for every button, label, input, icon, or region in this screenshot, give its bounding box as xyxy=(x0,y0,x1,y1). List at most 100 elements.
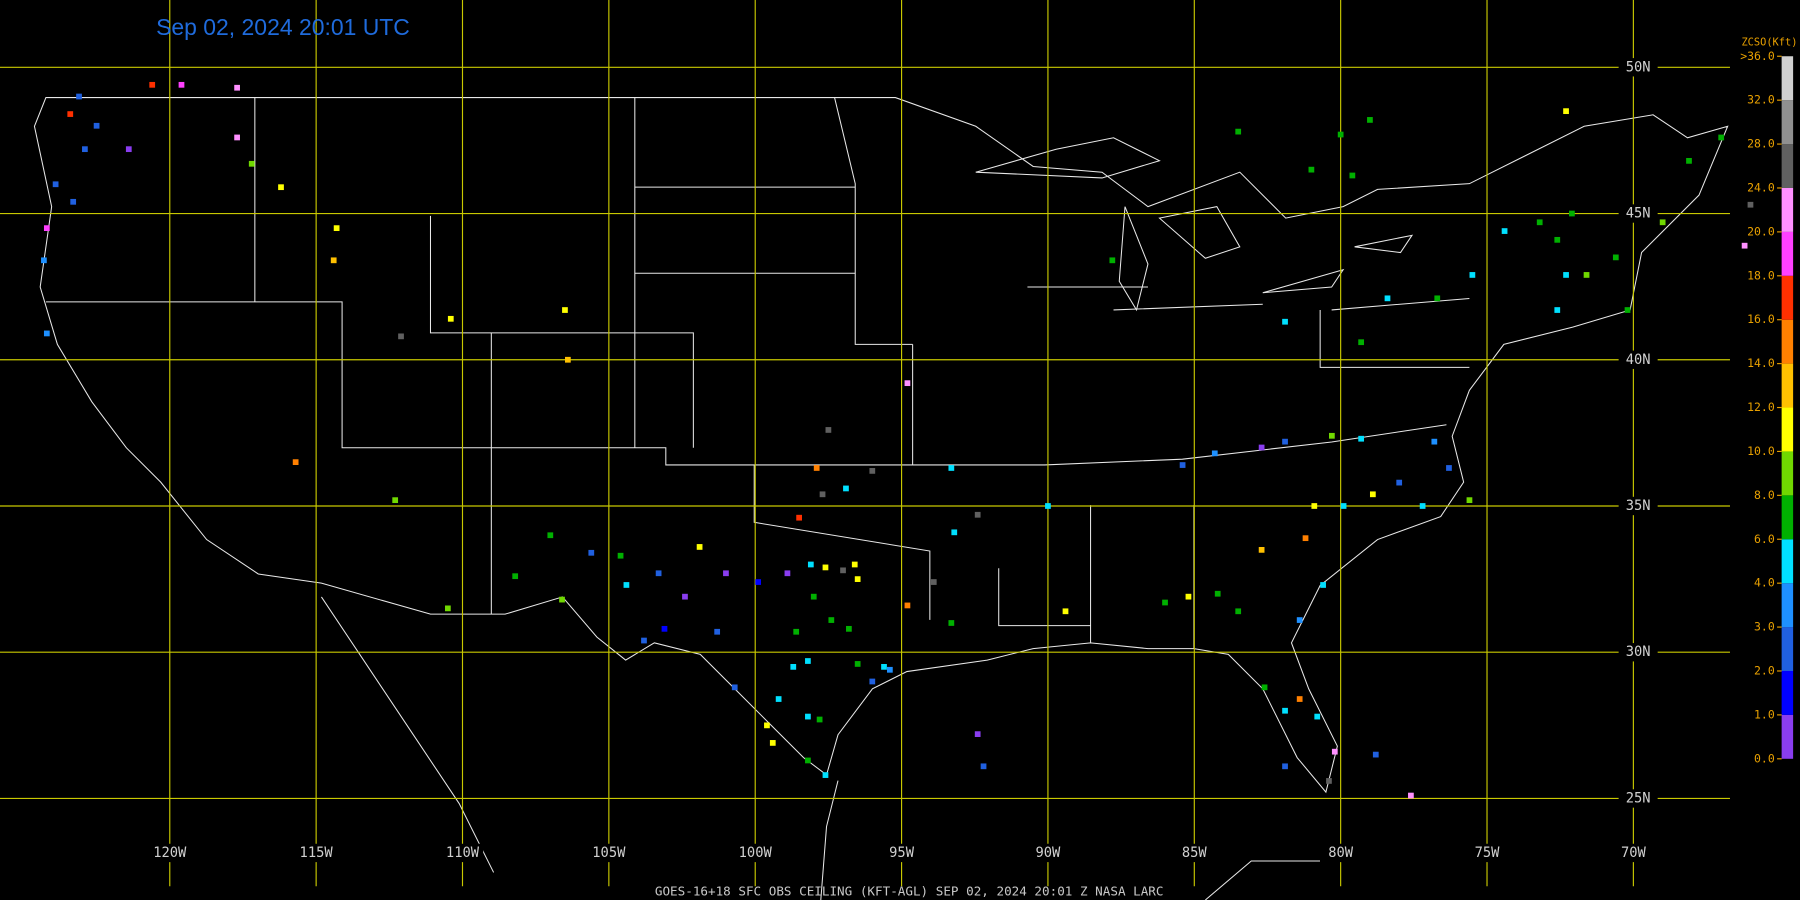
colorbar-segment xyxy=(1781,407,1794,452)
station xyxy=(793,628,800,635)
station xyxy=(562,307,568,313)
station xyxy=(70,198,77,205)
colorbar-label: 24.0 xyxy=(1747,180,1775,194)
label-backdrop xyxy=(295,843,337,863)
station xyxy=(805,658,811,664)
x-tick-label: 80W xyxy=(1328,845,1354,861)
station xyxy=(1349,172,1356,179)
station xyxy=(696,544,703,550)
station xyxy=(1109,257,1116,264)
colorbar-label: 3.0 xyxy=(1754,620,1775,634)
station xyxy=(292,459,299,465)
station xyxy=(904,602,911,609)
station xyxy=(1419,503,1426,509)
colorbar-title: ZCSO(Kft) xyxy=(1741,36,1797,48)
colorbar-segment xyxy=(1781,670,1794,715)
station xyxy=(1408,792,1414,799)
station xyxy=(641,637,647,644)
colorbar-segment xyxy=(1781,187,1794,232)
station xyxy=(904,380,911,387)
colorbar-label: 28.0 xyxy=(1747,137,1775,151)
station xyxy=(948,620,955,626)
label-backdrop xyxy=(1612,843,1655,863)
station xyxy=(661,625,668,632)
y-tick-label: 45N xyxy=(1626,206,1651,222)
station xyxy=(43,225,50,232)
station xyxy=(398,333,404,340)
station xyxy=(1235,128,1242,135)
station xyxy=(1214,590,1221,597)
station xyxy=(869,468,876,474)
colorbar-segment xyxy=(1781,56,1794,101)
y-tick-label: 30N xyxy=(1626,644,1651,660)
station xyxy=(816,716,823,723)
station xyxy=(1686,157,1692,164)
station xyxy=(1282,707,1288,714)
station xyxy=(1045,503,1051,509)
station xyxy=(1469,272,1476,278)
station xyxy=(149,81,156,88)
station xyxy=(1320,582,1326,588)
station xyxy=(886,666,893,673)
station xyxy=(764,722,770,729)
x-tick-label: 95W xyxy=(889,845,915,861)
colorbar: ZCSO(Kft) 0.0 1.0 2.0 3.0 4.0 6.0 8.0 10.0 12.0 1… xyxy=(1740,36,1797,765)
great-lakes xyxy=(975,137,1414,312)
station xyxy=(682,593,688,600)
station xyxy=(843,485,849,492)
station xyxy=(974,731,981,738)
station xyxy=(1563,272,1569,278)
mexico-coast xyxy=(320,596,1321,900)
station xyxy=(1282,438,1288,445)
station xyxy=(796,514,802,521)
station xyxy=(234,84,240,91)
station xyxy=(1331,748,1338,755)
stations xyxy=(41,81,1754,799)
station xyxy=(444,605,451,612)
station xyxy=(846,625,852,632)
label-backdrop xyxy=(1173,843,1215,863)
station xyxy=(822,772,829,778)
colorbar-segment xyxy=(1781,495,1794,540)
colorbar-label: 20.0 xyxy=(1747,224,1775,238)
station xyxy=(1314,713,1321,720)
colorbar-label: 6.0 xyxy=(1754,532,1775,546)
station xyxy=(67,111,74,117)
station xyxy=(1446,465,1452,471)
station xyxy=(1369,491,1376,498)
colorbar-segment xyxy=(1781,144,1794,188)
station xyxy=(1311,503,1318,509)
station xyxy=(1624,307,1631,313)
station xyxy=(1296,696,1303,702)
colorbar-label: 4.0 xyxy=(1754,576,1775,590)
label-backdrop xyxy=(441,843,484,863)
station xyxy=(1384,295,1391,302)
station xyxy=(392,497,399,504)
station xyxy=(447,315,454,322)
station xyxy=(1308,166,1315,173)
station xyxy=(52,181,59,188)
station xyxy=(1569,210,1575,217)
station xyxy=(278,184,284,191)
station xyxy=(1296,617,1303,623)
label-backdrop xyxy=(1618,789,1658,808)
colorbar-label: 18.0 xyxy=(1747,268,1775,282)
station xyxy=(1431,438,1438,445)
station xyxy=(1659,219,1666,226)
station xyxy=(881,663,887,670)
label-backdrop xyxy=(1618,643,1658,662)
station xyxy=(1563,108,1569,115)
colorbar-segment xyxy=(1781,319,1794,364)
station xyxy=(1326,778,1332,784)
colorbar-segment xyxy=(1781,714,1794,759)
station xyxy=(1358,435,1365,442)
station xyxy=(1466,497,1473,504)
station xyxy=(330,257,337,264)
station xyxy=(854,661,861,667)
station xyxy=(547,532,554,539)
station xyxy=(248,160,255,167)
station xyxy=(1340,503,1347,509)
station xyxy=(1372,751,1379,758)
station xyxy=(769,740,776,746)
